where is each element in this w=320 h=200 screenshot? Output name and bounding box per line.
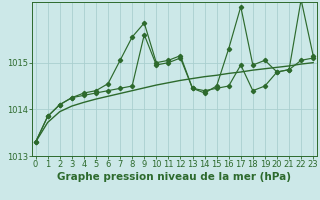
- X-axis label: Graphe pression niveau de la mer (hPa): Graphe pression niveau de la mer (hPa): [57, 172, 292, 182]
